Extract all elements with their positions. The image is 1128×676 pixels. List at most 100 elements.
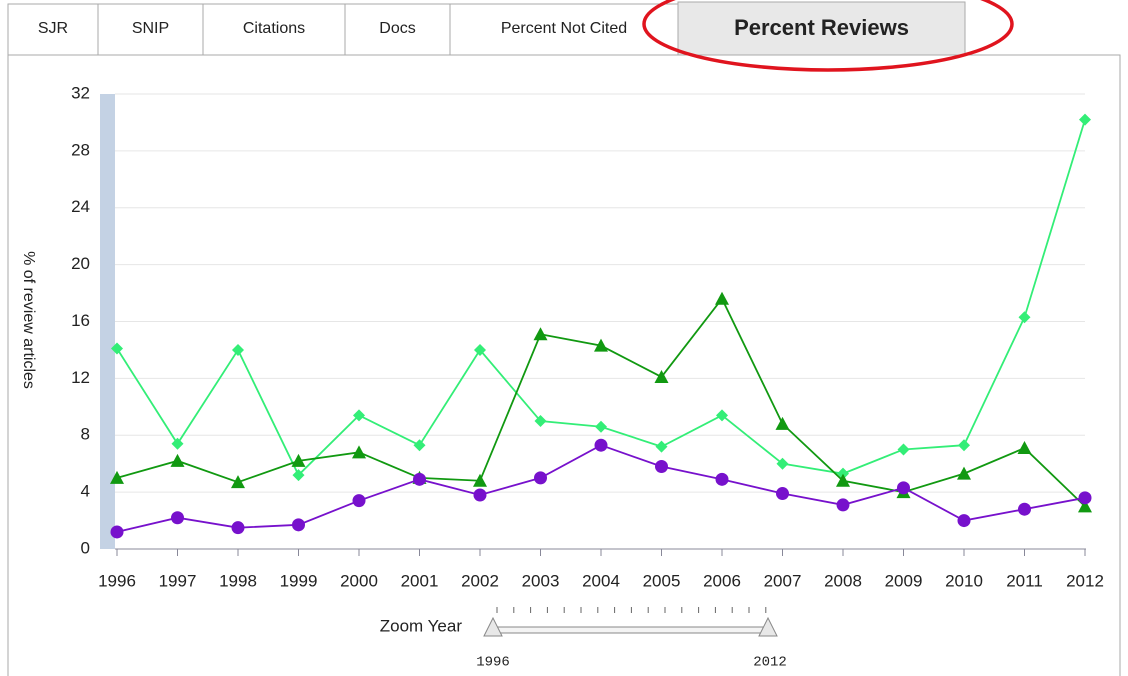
tab-shape: [97, 3, 204, 56]
marker: [897, 443, 910, 456]
marker: [534, 415, 547, 428]
x-tick-label: 2005: [643, 571, 681, 590]
x-tick-label: 2003: [522, 571, 560, 590]
chart-frame: [7, 54, 1121, 676]
x-tick-label: 2010: [945, 571, 983, 590]
x-tick-label: 1996: [98, 571, 136, 590]
marker: [473, 473, 487, 487]
tab[interactable]: SNIP: [97, 3, 204, 56]
marker: [776, 457, 789, 470]
marker: [232, 343, 244, 356]
marker: [231, 475, 245, 489]
x-tick-label: 2009: [885, 571, 923, 590]
x-tick-label: 2012: [1066, 571, 1104, 590]
marker: [171, 437, 184, 450]
marker: [957, 514, 971, 528]
marker: [170, 453, 185, 467]
x-tick-label: 1997: [159, 571, 197, 590]
tab-shape: [449, 3, 679, 56]
marker: [110, 525, 124, 539]
axis-band: [100, 94, 115, 549]
marker: [533, 327, 548, 341]
zoom-end: 2012: [753, 655, 787, 671]
tab-label[interactable]: Percent Reviews: [734, 15, 909, 40]
marker: [716, 409, 728, 422]
tab[interactable]: Percent Reviews: [677, 1, 966, 56]
marker: [111, 342, 123, 355]
marker: [595, 420, 607, 433]
tab-label[interactable]: Citations: [243, 20, 305, 37]
marker: [654, 369, 669, 383]
zoom-slider[interactable]: [483, 616, 778, 637]
x-tick-label: 1998: [219, 571, 257, 590]
zoom-start: 1996: [476, 655, 510, 671]
marker: [1018, 311, 1031, 324]
marker: [655, 440, 668, 453]
tab[interactable]: Docs: [344, 3, 451, 56]
y-tick-label: 20: [71, 254, 90, 273]
marker: [836, 498, 850, 512]
slider-handle[interactable]: [758, 616, 778, 637]
y-tick-label: 0: [81, 538, 90, 557]
x-tick-label: 2006: [703, 571, 741, 590]
marker: [715, 291, 729, 305]
y-tick-label: 16: [71, 311, 90, 330]
marker: [655, 460, 668, 474]
x-tick-label: 2008: [824, 571, 862, 590]
marker: [352, 445, 366, 459]
marker: [776, 487, 789, 501]
x-tick-label: 1999: [280, 571, 318, 590]
marker: [594, 438, 608, 452]
y-tick-label: 4: [81, 482, 90, 501]
marker: [715, 472, 729, 486]
x-tick-label: 2007: [764, 571, 802, 590]
marker: [1018, 502, 1031, 516]
marker: [534, 471, 547, 485]
tab[interactable]: Citations: [202, 3, 346, 56]
tab-shape: [7, 3, 99, 56]
marker: [352, 494, 366, 508]
y-tick-label: 8: [81, 425, 90, 444]
y-tick-label: 32: [71, 83, 90, 102]
x-tick-label: 2000: [340, 571, 378, 590]
marker: [291, 453, 306, 467]
marker: [837, 467, 849, 480]
tab-shape: [202, 3, 346, 56]
marker: [110, 470, 124, 484]
slider-handle[interactable]: [483, 616, 503, 637]
tab-label[interactable]: SJR: [38, 20, 68, 37]
zoom-label: Zoom Year: [380, 616, 463, 635]
marker: [231, 521, 245, 535]
y-tick-label: 28: [71, 140, 90, 159]
marker: [474, 343, 486, 356]
marker: [171, 511, 184, 525]
y-tick-label: 24: [71, 197, 90, 216]
slider-track: [494, 626, 768, 634]
marker: [775, 416, 790, 430]
x-tick-label: 2004: [582, 571, 620, 590]
tab-label[interactable]: Percent Not Cited: [501, 20, 627, 37]
marker: [413, 439, 426, 452]
x-tick-label: 2011: [1006, 571, 1043, 590]
y-axis-label: % of review articles: [20, 251, 37, 389]
marker: [1078, 499, 1092, 513]
tab-shape: [677, 1, 966, 56]
marker: [897, 481, 910, 495]
y-tick-label: 12: [71, 368, 90, 387]
x-tick-label: 2001: [401, 571, 439, 590]
x-tick-label: 2002: [461, 571, 499, 590]
marker: [1079, 113, 1091, 126]
tab[interactable]: SJR: [7, 3, 99, 56]
highlight-ellipse: [642, 0, 1014, 72]
marker: [292, 518, 305, 532]
marker: [957, 466, 971, 480]
marker: [1017, 441, 1032, 455]
tab-label[interactable]: Docs: [379, 20, 415, 37]
marker: [353, 409, 365, 422]
tab-label[interactable]: SNIP: [132, 20, 169, 37]
marker: [594, 338, 608, 352]
marker: [836, 473, 850, 487]
marker: [1078, 491, 1092, 505]
tab[interactable]: Percent Not Cited: [449, 3, 679, 56]
